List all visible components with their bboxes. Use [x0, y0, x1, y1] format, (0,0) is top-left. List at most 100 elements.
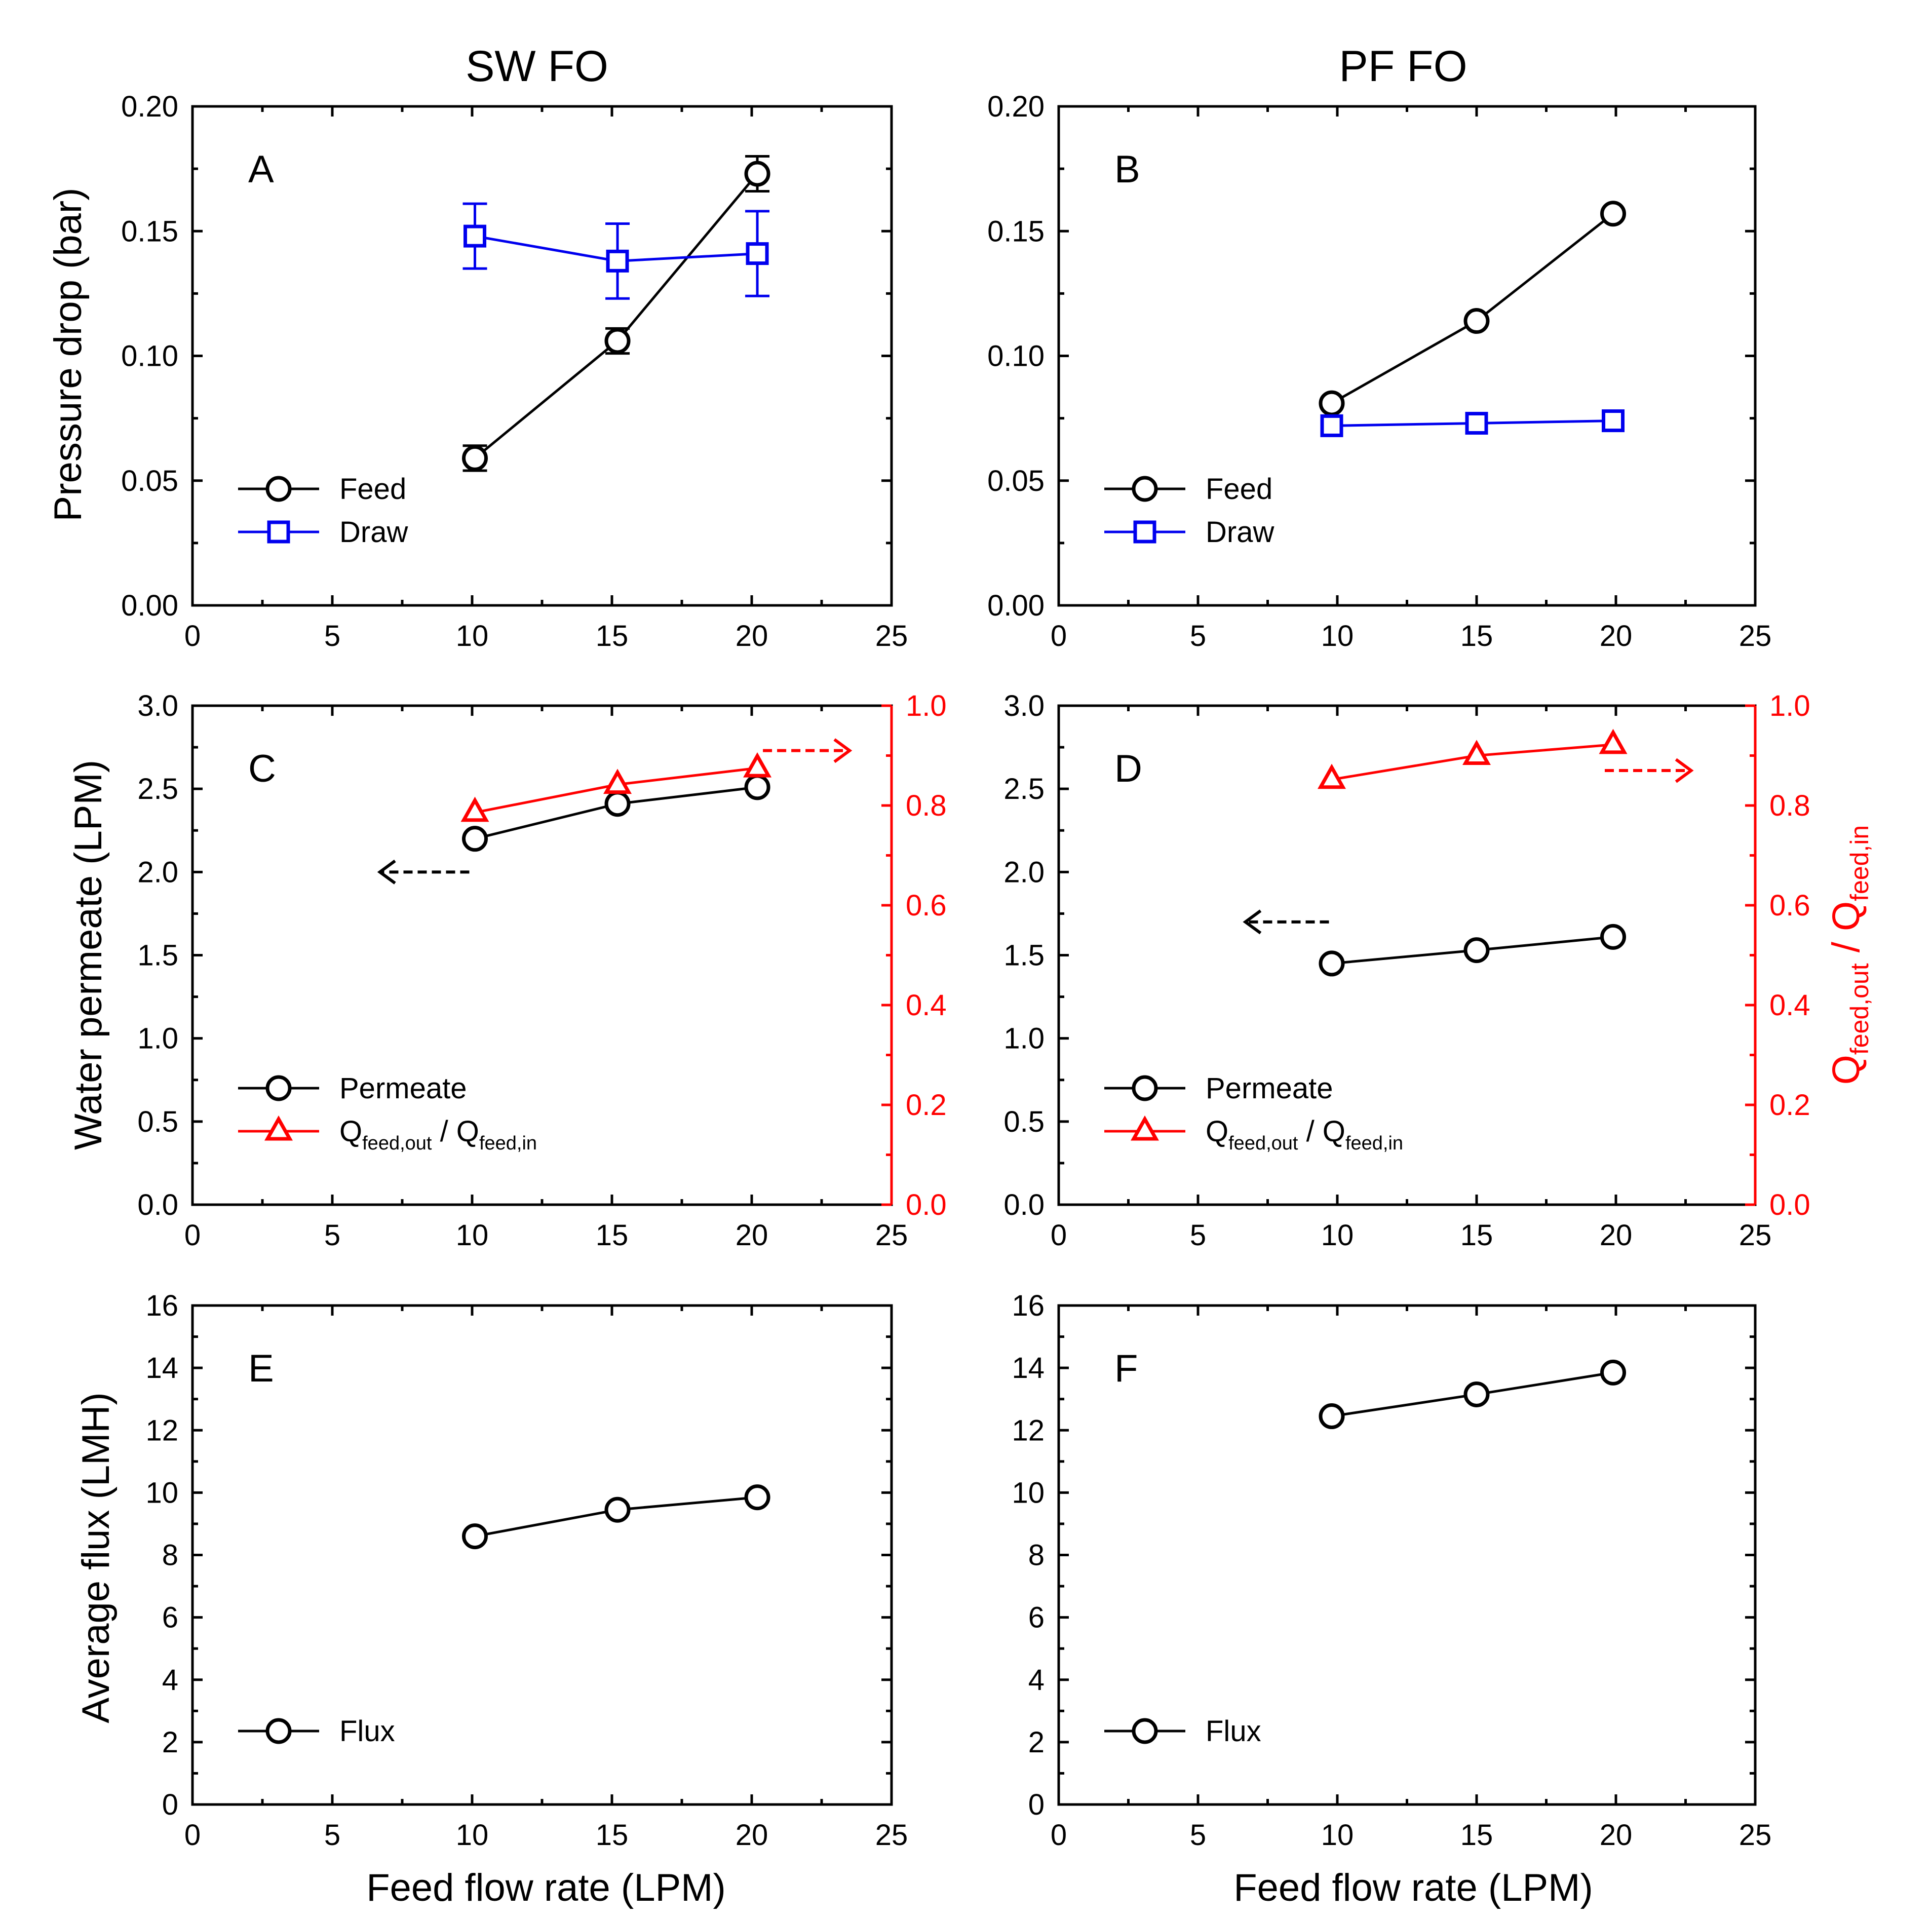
data-point-triangle: [1599, 728, 1628, 754]
x-tick-label: 25: [1739, 1219, 1772, 1252]
data-point-square: [463, 224, 487, 248]
y-tick-label: 2: [162, 1726, 178, 1759]
legend-label: Flux: [1206, 1715, 1261, 1748]
legend-label: Draw: [1206, 516, 1274, 549]
y-axis-label-q-ratio: Qfeed,out / Qfeed,in: [1825, 825, 1874, 1085]
y-tick-label: 2.5: [137, 773, 178, 805]
y-tick-label: 2: [1028, 1726, 1045, 1759]
legend-label-ratio-part-3: feed,in: [1345, 1133, 1403, 1154]
x-tick-label: 5: [1190, 620, 1206, 652]
x-tick-label: 20: [1600, 1219, 1633, 1252]
y-tick-label: 1.5: [137, 939, 178, 972]
x-tick-label: 10: [1321, 1819, 1354, 1852]
plot-frame: [1057, 704, 1757, 1206]
x-tick-label: 10: [456, 1819, 489, 1852]
y-tick-label: 0.20: [121, 90, 178, 123]
legend-marker-triangle: [264, 1115, 293, 1141]
data-point-circle: [1319, 950, 1345, 977]
legend-marker-circle: [265, 476, 292, 502]
legend-marker-square: [1133, 520, 1156, 544]
right-y-tick-label: 0.2: [1769, 1089, 1810, 1122]
legend-label: Flux: [339, 1715, 395, 1748]
column-title-sw-fo: SW FO: [466, 42, 608, 91]
y-tick-label: 2.0: [1003, 856, 1045, 889]
plot-frame: [191, 105, 893, 607]
x-tick-label: 5: [324, 1819, 340, 1852]
x-tick-label: 5: [324, 620, 340, 652]
data-point-circle: [1463, 1381, 1490, 1407]
panel-a: 0 5 10 15 20 25 0.00 0.05 0.10 0.15 0.20 A Feed Draw: [121, 90, 908, 652]
data-point-circle: [462, 445, 488, 471]
data-point-square: [1465, 411, 1488, 435]
y-tick-label: 1.0: [1003, 1022, 1045, 1055]
x-axis-label-sw: Feed flow rate (LPM): [366, 1866, 726, 1909]
series-line-0: [1331, 212, 1614, 405]
y-tick-label: 6: [162, 1601, 178, 1634]
x-tick-label: 25: [875, 1219, 908, 1252]
x-tick-label: 0: [184, 1219, 201, 1252]
y-tick-label: 14: [145, 1352, 178, 1385]
data-point-square: [1320, 414, 1343, 437]
y-tick-label: 2.0: [137, 856, 178, 889]
legend-label: Feed: [339, 473, 406, 506]
x-tick-label: 0: [1051, 1219, 1067, 1252]
right-y-tick-label: 0.8: [906, 789, 947, 822]
data-point-circle: [1600, 1359, 1626, 1386]
data-point-circle: [1463, 937, 1490, 964]
y-tick-label: 12: [1012, 1414, 1045, 1447]
data-point-circle: [462, 1523, 488, 1550]
y-tick-label: 10: [1012, 1476, 1045, 1509]
legend-label: Permeate: [1206, 1072, 1333, 1105]
legend-label: Feed: [1206, 473, 1272, 506]
x-tick-label: 25: [1739, 620, 1772, 652]
x-tick-label: 10: [1321, 1219, 1354, 1252]
y-tick-label: 12: [145, 1414, 178, 1447]
x-tick-label: 10: [1321, 620, 1354, 652]
right-y-tick-label: 0.0: [906, 1188, 947, 1221]
legend-label-ratio-part-2: / Q: [1298, 1115, 1345, 1148]
data-point-square: [606, 249, 629, 273]
column-title-pf-fo: PF FO: [1339, 42, 1467, 91]
svg-text:Qfeed,out / Qfeed,in: Qfeed,out / Qfeed,in: [1825, 825, 1874, 1085]
x-tick-label: 15: [1460, 620, 1493, 652]
x-tick-label: 25: [875, 620, 908, 652]
legend-label-ratio-part-1: feed,out: [362, 1133, 432, 1154]
legend-marker-circle: [1132, 1075, 1158, 1101]
legend-label-ratio-part-3: feed,in: [479, 1133, 537, 1154]
plot-frame: [191, 1304, 893, 1806]
panel-c: 0 5 10 15 20 250.00.51.01.52.02.53.00.00.20.4…: [137, 689, 946, 1252]
panel-label-a: A: [248, 148, 274, 191]
legend-label: Permeate: [339, 1072, 467, 1105]
data-point-circle: [604, 791, 631, 817]
right-y-tick-label: 0.6: [1769, 889, 1810, 922]
data-point-square: [1602, 409, 1625, 433]
y-tick-label: 4: [1028, 1664, 1045, 1697]
legend-marker-triangle: [1131, 1115, 1159, 1141]
right-y-tick-label: 0.2: [906, 1089, 947, 1122]
right-y-tick-label: 0.6: [906, 889, 947, 922]
x-tick-label: 0: [184, 620, 201, 652]
x-tick-label: 5: [1190, 1819, 1206, 1852]
legend-label-ratio: Qfeed,out / Qfeed,in: [339, 1115, 537, 1154]
x-tick-label: 20: [736, 1219, 768, 1252]
y-tick-label: 0.10: [121, 340, 178, 373]
y-tick-label: 0.5: [137, 1105, 178, 1138]
legend-label-ratio-part-1: feed,out: [1228, 1133, 1298, 1154]
legend-marker-circle: [1132, 1718, 1158, 1744]
x-tick-label: 20: [1600, 620, 1633, 652]
legend-marker-square: [267, 520, 290, 544]
y-tick-label: 8: [1028, 1539, 1045, 1572]
y-tick-label: 4: [162, 1664, 178, 1697]
panel-e: 0 5 10 15 20 25 0 2 4 6 8 10 12 14 16 E Flux: [145, 1289, 908, 1852]
data-point-triangle: [1318, 763, 1346, 789]
y-tick-label: 0.15: [987, 215, 1045, 248]
panel-label-e: E: [248, 1347, 274, 1390]
x-axis-label-pf: Feed flow rate (LPM): [1233, 1866, 1593, 1909]
y-axis-label-average-flux: Average flux (LMH): [74, 1392, 118, 1723]
x-tick-label: 20: [1600, 1819, 1633, 1852]
legend-label-ratio: Qfeed,out / Qfeed,in: [1206, 1115, 1403, 1154]
legend-marker-circle: [265, 1075, 292, 1101]
y-tick-label: 0.05: [121, 465, 178, 497]
y-tick-label: 0.15: [121, 215, 178, 248]
